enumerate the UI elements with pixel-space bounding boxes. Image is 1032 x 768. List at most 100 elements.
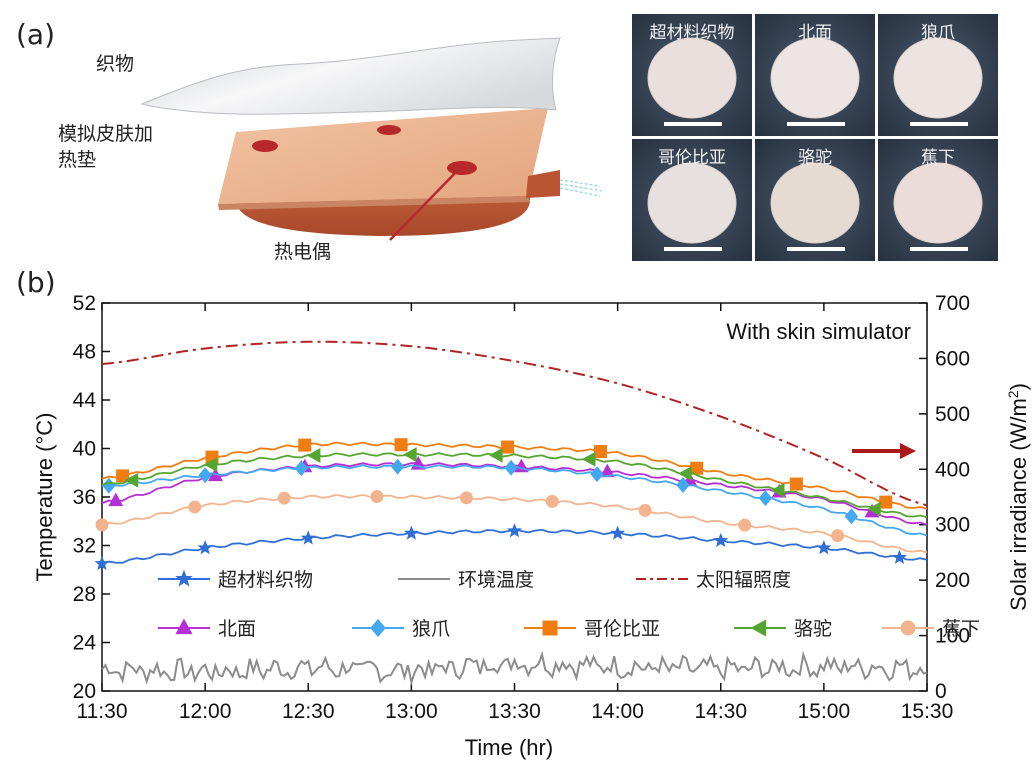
legend-label: 超材料织物 [218,569,313,591]
data-point [108,492,124,507]
y-axis-right-title: Solar irradiance (W/m2) [1005,383,1031,611]
data-point [593,445,607,459]
x-tick-label: 14:30 [694,700,747,723]
fabric-photo-label: 北面 [798,23,832,43]
x-axis-title: Time (hr) [465,735,553,760]
y-right-tick-label: 0 [935,680,947,703]
y-left-tick-label: 44 [73,389,97,412]
y-right-tick-label: 600 [935,347,970,370]
data-point [758,490,773,507]
series-line [101,441,928,510]
y-right-tick-label: 700 [935,292,970,315]
series-4 [101,458,928,537]
data-point [879,495,893,509]
y-left-tick-label: 20 [73,680,96,703]
right-axis-arrow [852,443,916,459]
fabric-photo: 蕉下 [878,139,998,261]
series-group [94,340,928,687]
scale-bar [910,247,968,251]
fabric-photo-label: 哥伦比亚 [658,148,726,168]
y-axis-right-title-sup: 2 [1005,390,1021,398]
data-point [370,490,384,504]
data-point [116,469,130,483]
data-point [638,503,652,517]
data-point [590,466,604,483]
y-right-tick-label: 300 [935,514,970,537]
data-point [95,518,109,532]
legend-label: 哥伦比亚 [584,618,660,640]
y-left-tick-label: 32 [73,535,96,558]
data-point [298,438,312,452]
x-tick-label: 15:30 [901,700,954,723]
legend-swatch-marker [900,620,916,636]
scale-bar [910,122,968,126]
legend-swatch-marker [750,619,767,637]
data-point [390,458,405,475]
x-tick-label: 13:30 [488,700,541,723]
scale-bar [787,247,845,251]
data-point [816,540,832,555]
data-point [844,508,859,525]
fabric-sheet-illustration [140,37,561,115]
series-line [101,340,928,507]
legend-item: 太阳辐照度 [636,569,791,591]
legend-swatch-marker [175,569,193,587]
series-6 [101,447,928,519]
data-point [891,549,908,564]
fabric-photo: 骆驼 [755,139,875,261]
legend-item: 狼爪 [352,618,450,640]
fabric-photo-label: 骆驼 [798,148,832,168]
data-point [306,447,321,463]
data-point [197,540,213,555]
thermocouple-leader-line [389,167,461,241]
x-tick-label: 15:00 [798,700,851,723]
legend-item: 北面 [158,618,256,640]
panel-a-label: (a) [16,18,55,51]
scale-bar [664,122,722,126]
data-point [867,501,881,517]
data-point [198,467,212,484]
legend-label: 狼爪 [412,618,450,640]
legend-label: 蕉下 [942,618,980,640]
x-tick-label: 12:30 [282,700,335,723]
data-point [94,555,110,571]
series-line [101,650,928,687]
data-point [277,491,291,505]
y-left-tick-label: 40 [73,438,96,461]
legend-swatch-marker [542,620,558,636]
series-7 [95,490,928,554]
fabric-photo-label: 超材料织物 [650,23,735,43]
callout-fabric: 织物 [96,53,134,75]
legend-item: 蕉下 [882,618,980,640]
x-tick-label: 14:00 [591,700,644,723]
data-point [678,466,692,481]
series-0 [94,523,928,571]
data-point [506,523,523,538]
fabric-photo-label: 蕉下 [921,148,955,168]
x-tick-label: 11:30 [77,700,128,723]
series-line [101,528,928,565]
legend-label: 环境温度 [458,569,534,591]
y-left-tick-label: 48 [73,341,96,364]
y-left-tick-label: 24 [73,632,97,655]
data-point [676,477,690,494]
series-2 [101,340,928,507]
panel-b-label: (b) [16,266,56,299]
y-right-tick-label: 100 [935,625,970,648]
series-line [101,452,928,519]
callout-heater-line1: 模拟皮肤加 [58,123,153,145]
data-point [294,460,309,477]
legend-item: 环境温度 [398,569,534,591]
chart-annotation: With skin simulator [726,319,911,344]
data-point [188,500,202,514]
y-left-tick-label: 52 [73,292,96,315]
skin-heater-pad-illustration [218,108,603,210]
y-axis-right-title-main: Solar irradiance (W/m [1006,398,1031,611]
scale-bar [787,122,845,126]
data-point [394,438,408,452]
y-axis-left-title: Temperature (°C) [32,413,57,582]
data-point [300,530,316,545]
